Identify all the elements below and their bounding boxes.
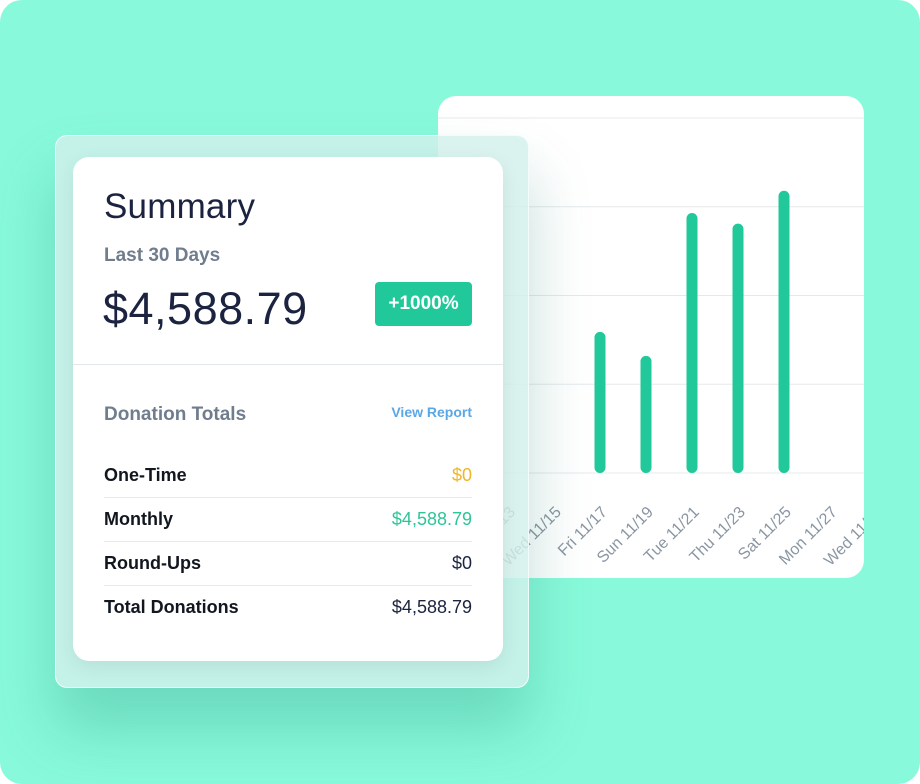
summary-card: Summary Last 30 Days $4,588.79 +1000% Do… — [73, 157, 503, 661]
period-label: Last 30 Days — [104, 245, 221, 266]
chart-bar — [640, 355, 652, 473]
divider — [73, 364, 503, 365]
view-report-link[interactable]: View Report — [391, 404, 472, 420]
row-value: $4,588.79 — [391, 597, 472, 617]
chart-bar — [732, 223, 744, 473]
row-label: Total Donations — [104, 597, 239, 617]
chart-bar — [594, 331, 606, 473]
row-label: Round-Ups — [104, 553, 201, 573]
chart-bar — [686, 212, 698, 473]
donation-totals-list: One-Time $0 Monthly $4,588.79 Round-Ups … — [104, 454, 472, 629]
total-amount: $4,588.79 — [103, 283, 308, 334]
donation-totals-heading: Donation Totals — [104, 404, 247, 425]
change-badge: +1000% — [375, 282, 472, 326]
row-value: $0 — [451, 465, 472, 485]
row-value: $0 — [451, 553, 472, 573]
row-label: Monthly — [104, 509, 173, 529]
row-value: $4,588.79 — [391, 509, 472, 529]
row-label: One-Time — [104, 465, 187, 485]
list-item-round-ups: Round-Ups $0 — [104, 542, 472, 586]
chart-bar — [778, 190, 790, 473]
list-item-monthly: Monthly $4,588.79 — [104, 498, 472, 542]
list-item-total-donations: Total Donations $4,588.79 — [104, 586, 472, 629]
list-item-one-time: One-Time $0 — [104, 454, 472, 498]
summary-title: Summary — [104, 187, 256, 226]
